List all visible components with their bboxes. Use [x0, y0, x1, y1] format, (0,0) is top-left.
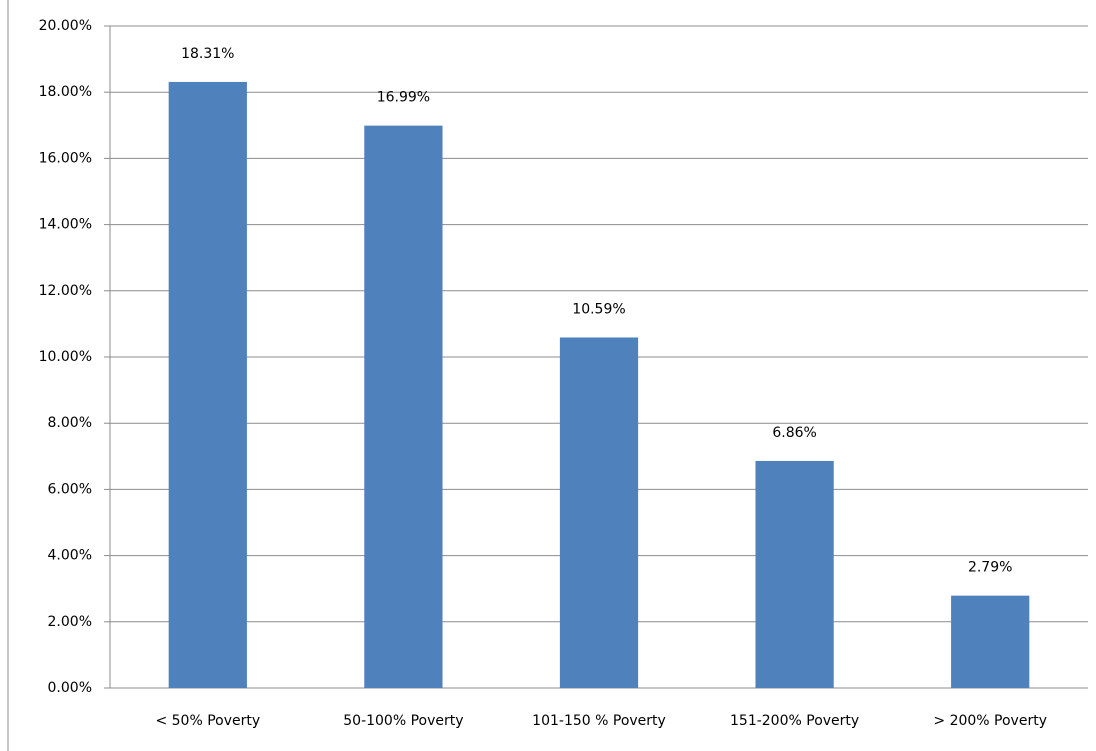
y-tick-label: 2.00%	[48, 614, 92, 630]
y-tick-label: 14.00%	[39, 217, 92, 233]
y-tick-label: 12.00%	[39, 283, 92, 299]
y-tick-label: 10.00%	[39, 349, 92, 365]
y-tick-label: 18.00%	[39, 84, 92, 100]
bar	[951, 595, 1030, 688]
x-tick-label: < 50% Poverty	[155, 713, 260, 729]
bar	[755, 460, 834, 688]
y-tick-label: 8.00%	[48, 415, 92, 431]
y-tick-label: 6.00%	[48, 481, 92, 497]
bar	[364, 125, 443, 689]
x-tick-label: 151-200% Poverty	[730, 713, 859, 729]
y-tick-label: 16.00%	[39, 150, 92, 166]
y-tick-label: 4.00%	[48, 548, 92, 564]
y-tick-label: 0.00%	[48, 680, 92, 696]
data-label: 16.99%	[377, 90, 430, 106]
data-label: 18.31%	[181, 46, 234, 62]
bar	[168, 81, 247, 688]
y-tick-label: 20.00%	[39, 18, 92, 34]
x-tick-label: 50-100% Poverty	[343, 713, 463, 729]
x-tick-label: 101-150 % Poverty	[532, 713, 666, 729]
data-label: 10.59%	[572, 301, 625, 317]
data-label: 6.86%	[772, 425, 816, 441]
data-label: 2.79%	[968, 560, 1012, 576]
x-tick-label: > 200% Poverty	[933, 713, 1047, 729]
bar	[559, 337, 639, 688]
